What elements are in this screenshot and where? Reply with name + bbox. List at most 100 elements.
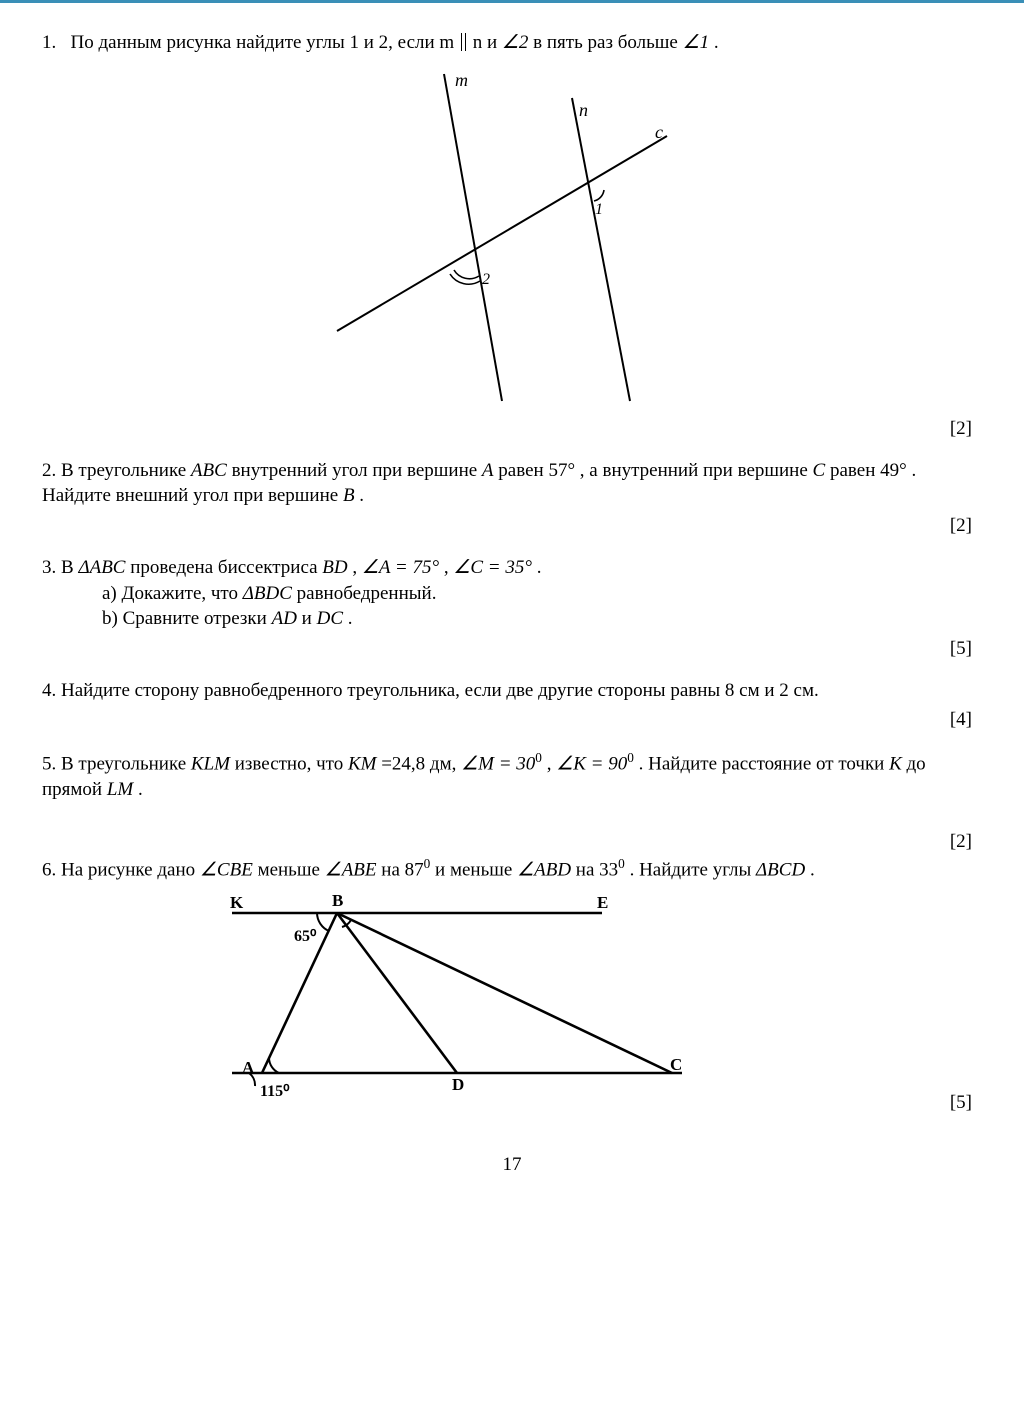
p6-tri: ΔBCD xyxy=(756,859,805,880)
p6-deg-b: 0 xyxy=(618,856,625,871)
p1-ang2: ∠2 xyxy=(502,32,529,53)
p5-KM: KM xyxy=(348,754,377,775)
label-2: 2 xyxy=(482,271,490,288)
label-115: 115⁰ xyxy=(260,1083,290,1100)
page-number: 17 xyxy=(42,1154,982,1176)
label-65: 65⁰ xyxy=(294,928,317,945)
p5-prefix: 5. В треугольнике xyxy=(42,754,191,775)
p5-comma: , xyxy=(547,754,557,775)
p2-period: . xyxy=(359,485,364,506)
arc-1 xyxy=(594,190,604,201)
p3-and: и xyxy=(302,608,317,629)
label-c: c xyxy=(655,122,663,142)
p3-c1: , xyxy=(352,557,362,578)
p3-prefix: 3. В xyxy=(42,557,78,578)
p4-text: 4. Найдите сторону равнобедренного треуг… xyxy=(42,680,819,701)
p6-period: . xyxy=(810,859,815,880)
p1-points: [2] xyxy=(42,418,982,440)
p6-t3: и меньше xyxy=(435,859,517,880)
p3-b-period: . xyxy=(348,608,353,629)
line-c xyxy=(337,136,667,331)
parallel-symbol xyxy=(461,33,466,51)
figure-1: m n c 1 2 xyxy=(42,56,982,412)
p2-B: B xyxy=(343,485,355,506)
p2-abc: ABC xyxy=(191,460,227,481)
p3-t1: проведена биссектриса xyxy=(130,557,322,578)
p6-angABD: ∠ABD xyxy=(517,859,571,880)
problem-2: 2. В треугольнике ABC внутренний угол пр… xyxy=(42,458,982,509)
label-1: 1 xyxy=(595,201,603,218)
p6-t1: меньше xyxy=(258,859,325,880)
p1-text-c: в пять раз больше xyxy=(533,32,682,53)
p2-t2: равен xyxy=(498,460,548,481)
p5-deg-a: 0 xyxy=(535,750,542,765)
p3-tri: ΔABC xyxy=(78,557,125,578)
arc-a-top xyxy=(269,1058,279,1073)
p5-LM: LM xyxy=(107,779,133,800)
label-E: E xyxy=(597,893,608,912)
p5-angM: ∠M = 30 xyxy=(461,754,535,775)
problem-1: 1. По данным рисунка найдите углы 1 и 2,… xyxy=(42,30,982,56)
p3-c2: , xyxy=(444,557,454,578)
p3-b-prefix: b) Сравните отрезки xyxy=(102,608,272,629)
problem-5: 5. В треугольнике KLM известно, что KM =… xyxy=(42,749,982,803)
p2-C: C xyxy=(813,460,826,481)
header-rule xyxy=(0,0,1024,3)
figure-6: K B E A D C 65⁰ 115⁰ xyxy=(42,883,902,1114)
problem-3: 3. В ΔABC проведена биссектриса BD , ∠A … xyxy=(42,555,982,632)
p2-points: [2] xyxy=(42,515,982,537)
figure-1-svg: m n c 1 2 xyxy=(297,56,727,406)
problem-4: 4. Найдите сторону равнобедренного треуг… xyxy=(42,678,982,704)
p5-t2: . Найдите расстояние от точки xyxy=(639,754,889,775)
p1-period: . xyxy=(714,32,719,53)
p3-angC: ∠C = 35° xyxy=(453,557,532,578)
p5-points: [2] xyxy=(42,831,982,853)
p6-angABE: ∠ABE xyxy=(325,859,377,880)
p3-bdc: ΔBDC xyxy=(243,583,292,604)
line-BC xyxy=(337,913,672,1073)
p6-prefix: 6. На рисунке дано xyxy=(42,859,200,880)
label-n: n xyxy=(579,100,588,120)
p6-t2: на 87 xyxy=(381,859,423,880)
problem-6: 6. На рисунке дано ∠CBE меньше ∠ABE на 8… xyxy=(42,855,982,883)
p2-t3: , а внутренний при вершине xyxy=(580,460,813,481)
arc-2 xyxy=(454,270,479,279)
p6-t4: на 33 xyxy=(576,859,618,880)
p3-a: a) Докажите, что ΔBDC равнобедренный. xyxy=(42,581,982,607)
p1-text-a: По данным рисунка найдите углы 1 и 2, ес… xyxy=(71,32,455,53)
p5-t1: известно, что xyxy=(235,754,348,775)
p3-b: b) Сравните отрезки AD и DC . xyxy=(42,606,982,632)
line-BD xyxy=(337,913,457,1073)
label-A: A xyxy=(242,1058,255,1077)
p6-points: [5] xyxy=(902,1092,982,1114)
label-m: m xyxy=(455,70,468,90)
p6-t5: . Найдите углы xyxy=(630,859,756,880)
p3-angA: ∠A = 75° xyxy=(362,557,439,578)
p3-DC: DC xyxy=(317,608,343,629)
p1-text-b: n и xyxy=(473,32,502,53)
p2-t1: внутренний угол при вершине xyxy=(232,460,482,481)
p5-angK: ∠K = 90 xyxy=(556,754,627,775)
arc-2b xyxy=(450,274,480,284)
p1-ang1: ∠1 xyxy=(683,32,710,53)
p5-deg-b: 0 xyxy=(627,750,634,765)
p3-a-suffix: равнобедренный. xyxy=(297,583,437,604)
p2-ang49: 49° xyxy=(880,460,907,481)
p6-angCBE: ∠CBE xyxy=(200,859,253,880)
p1-number: 1. xyxy=(42,32,56,53)
label-B: B xyxy=(332,891,343,910)
label-K: K xyxy=(230,893,244,912)
arc-65 xyxy=(317,913,329,931)
p2-A: A xyxy=(482,460,494,481)
p3-points: [5] xyxy=(42,638,982,660)
p5-KLM: KLM xyxy=(191,754,230,775)
p4-points: [4] xyxy=(42,709,982,731)
line-n xyxy=(572,98,630,401)
p5-period: . xyxy=(138,779,143,800)
p5-K: К xyxy=(889,754,902,775)
p2-prefix: 2. В треугольнике xyxy=(42,460,191,481)
p3-period: . xyxy=(537,557,542,578)
label-D: D xyxy=(452,1075,464,1094)
p3-AD: AD xyxy=(272,608,297,629)
p3-BD: BD xyxy=(322,557,347,578)
